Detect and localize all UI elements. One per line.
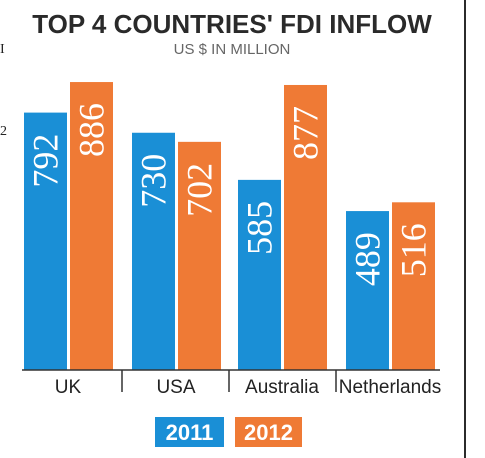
legend-label: 2011	[166, 420, 214, 445]
legend-swatch-2011	[155, 417, 224, 447]
cropped-text-fragment: I	[0, 42, 5, 57]
cropped-text-fragment: 2	[0, 124, 7, 139]
divider-line	[464, 0, 466, 458]
legend-swatch-2012	[235, 417, 302, 447]
bar-uk-2012	[70, 82, 113, 371]
data-label: 886	[72, 103, 112, 157]
tick-label: Australia	[245, 377, 319, 398]
data-label: 516	[394, 223, 434, 277]
data-label: 585	[240, 201, 280, 255]
tick-label: UK	[55, 377, 82, 398]
bar-australia-2011	[238, 179, 281, 370]
data-label: 489	[348, 232, 388, 286]
data-label: 877	[286, 106, 326, 160]
bar-usa-2011	[132, 132, 175, 370]
bar-australia-2012	[284, 84, 327, 370]
data-label: 730	[134, 154, 174, 208]
data-label: 792	[26, 134, 66, 188]
bar-uk-2011	[24, 112, 67, 370]
tick-label: Netherlands	[339, 377, 441, 398]
chart-title: TOP 4 COUNTRIES' FDI INFLOW	[32, 9, 432, 39]
legend: 2011 2012	[155, 417, 302, 447]
tick-label: USA	[156, 377, 195, 398]
bar-netherlands-2011	[346, 211, 389, 370]
bar-usa-2012	[178, 141, 221, 370]
bar-netherlands-2012	[392, 202, 435, 370]
legend-label: 2012	[244, 420, 293, 445]
x-axis: UK USA Australia Netherlands	[22, 369, 441, 398]
cropped-left-text: I 2	[0, 0, 30, 458]
chart-subtitle: US $ IN MILLION	[174, 41, 291, 58]
data-label: 702	[180, 163, 220, 217]
